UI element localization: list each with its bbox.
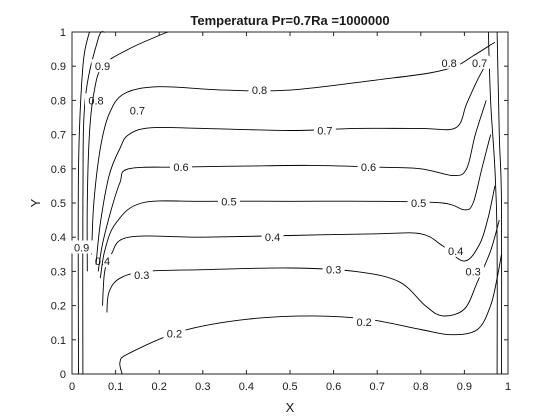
contour-label-0.5: 0.5 [221, 196, 236, 208]
y-tick-label: 0.6 [51, 164, 66, 176]
contour-label-0.4: 0.4 [265, 232, 280, 244]
contour-label-bg [444, 243, 467, 257]
x-tick-label: 0.9 [457, 381, 472, 393]
y-tick-label: 0.1 [51, 335, 66, 347]
contour-label-0.2: 0.2 [356, 317, 371, 329]
x-tick-label: 0.2 [152, 381, 167, 393]
contour-label-0.6: 0.6 [361, 162, 376, 174]
wall-contour-line-3 [496, 31, 503, 375]
axis-ticks: 0 0.1 0.2 0.3 0.4 0.5 0.6 0.7 0.8 0.9 100.10.20.30… [51, 27, 511, 393]
contour-line-0.9 [86, 31, 169, 272]
y-tick-label: 0.4 [51, 232, 66, 244]
x-tick-label: 0.3 [195, 381, 210, 393]
contour-label-0.7: 0.7 [472, 58, 487, 70]
contour-label-bg [84, 93, 107, 107]
contour-label-bg [357, 160, 380, 174]
x-tick-label: 0.1 [108, 381, 123, 393]
contour-label-bg [468, 55, 491, 69]
chart-title: Temperatura Pr=0.7Ra =1000000 [190, 13, 389, 28]
contour-label-0.5: 0.5 [411, 198, 426, 210]
contour-line-0.7 [95, 55, 491, 265]
x-tick-label: 0.5 [282, 381, 297, 393]
contour-label-bg [322, 262, 345, 276]
wall-contour-line-2 [487, 31, 498, 375]
contour-label-0.9: 0.9 [74, 242, 89, 254]
contour-label-0.3: 0.3 [465, 266, 480, 278]
contour-label-bg [217, 194, 240, 208]
contour-label-bg [91, 59, 114, 73]
x-tick-label: 0.7 [370, 381, 385, 393]
contour-label-0.4: 0.4 [448, 246, 463, 258]
x-tick-label: 0 [69, 381, 75, 393]
contour-label-bg [438, 55, 461, 69]
contour-line-0.6 [97, 100, 487, 272]
contour-label-0.7: 0.7 [130, 106, 145, 118]
y-tick-label: 0 [60, 369, 66, 381]
contour-lines: 0.20.20.3 0.3 0.30.40.40.40.5 0.50.6 0.60.70… [70, 31, 503, 375]
contour-label-0.9: 0.9 [95, 61, 110, 73]
contour-label-0.6: 0.6 [173, 162, 188, 174]
y-tick-label: 0.8 [51, 95, 66, 107]
y-tick-label: 0.3 [51, 266, 66, 278]
wall-contour-line-0 [82, 31, 106, 375]
y-tick-label: 0.9 [51, 61, 66, 73]
contour-label-0.3: 0.3 [326, 265, 341, 277]
contour-label-bg [70, 240, 93, 254]
contour-label-0.8: 0.8 [88, 95, 103, 107]
contour-label-bg [462, 264, 485, 278]
x-tick-label: 1 [505, 381, 511, 393]
y-tick-label: 1 [60, 27, 66, 39]
x-tick-label: 0.4 [239, 381, 254, 393]
contour-label-bg [126, 103, 149, 117]
contour-label-bg [130, 267, 153, 281]
contour-label-0.8: 0.8 [252, 85, 267, 97]
contour-label-bg [163, 326, 186, 340]
contour-label-0.2: 0.2 [167, 329, 182, 341]
y-tick-label: 0.5 [51, 198, 66, 210]
contour-label-bg [248, 83, 271, 97]
x-axis-label: X [286, 400, 295, 415]
contour-label-0.7: 0.7 [317, 125, 332, 137]
contour-label-bg [407, 196, 430, 209]
contour-line-0.3 [106, 219, 500, 317]
x-tick-label: 0.8 [413, 381, 428, 393]
wall-contour-line-1 [77, 31, 90, 375]
y-tick-label: 0.7 [51, 130, 66, 142]
plot-area [71, 31, 509, 375]
contour-label-bg [353, 315, 376, 329]
y-axis-label: Y [28, 198, 43, 207]
contour-label-bg [170, 160, 192, 174]
contour-label-0.3: 0.3 [134, 270, 149, 282]
contour-label-bg [261, 230, 284, 244]
y-tick-label: 0.2 [51, 301, 66, 313]
x-tick-label: 0.6 [326, 381, 341, 393]
contour-line-0.5 [99, 134, 492, 279]
contour-label-0.8: 0.8 [441, 58, 456, 70]
contour-label-bg [313, 123, 336, 137]
